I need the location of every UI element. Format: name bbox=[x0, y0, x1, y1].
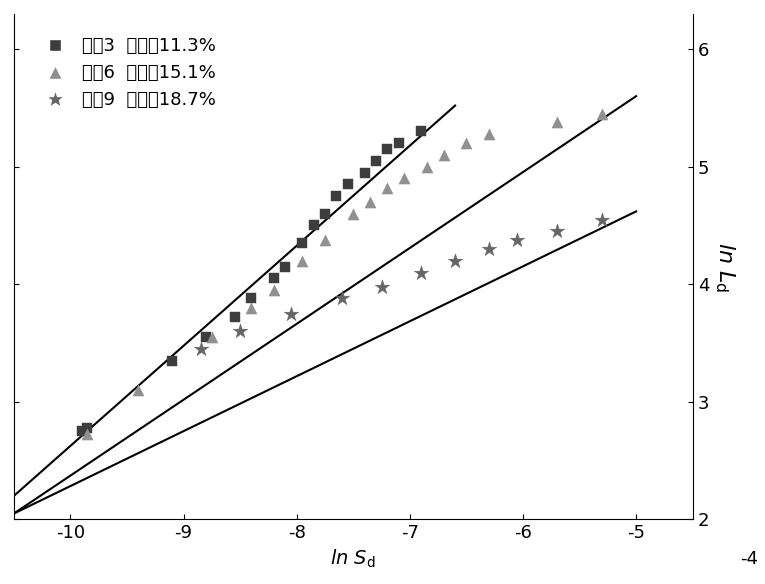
Point bbox=[551, 117, 563, 127]
Point bbox=[285, 309, 297, 318]
Point bbox=[461, 138, 473, 148]
Point bbox=[246, 294, 258, 303]
Point bbox=[246, 303, 258, 312]
Point bbox=[234, 326, 246, 336]
Point bbox=[483, 129, 495, 138]
Point bbox=[392, 138, 405, 148]
Point bbox=[132, 385, 145, 395]
Text: -4: -4 bbox=[741, 550, 758, 568]
Point bbox=[308, 221, 320, 230]
Point bbox=[381, 183, 393, 193]
Legend: 工况3  含水率11.3%, 工况6  含水率15.1%, 工况9  含水率18.7%: 工况3 含水率11.3%, 工况6 含水率15.1%, 工况9 含水率18.7% bbox=[23, 23, 231, 124]
Point bbox=[347, 209, 360, 218]
Point bbox=[194, 344, 207, 353]
Point bbox=[268, 286, 280, 295]
Point bbox=[319, 235, 331, 244]
X-axis label: ln $S_{\mathrm{d}}$: ln $S_{\mathrm{d}}$ bbox=[330, 548, 376, 570]
Point bbox=[166, 356, 178, 366]
Point bbox=[415, 127, 428, 136]
Point bbox=[596, 215, 608, 224]
Point bbox=[364, 197, 376, 207]
Point bbox=[336, 294, 348, 303]
Point bbox=[319, 209, 331, 218]
Point bbox=[200, 332, 213, 342]
Y-axis label: ln $L_{\mathrm{d}}$: ln $L_{\mathrm{d}}$ bbox=[713, 242, 737, 292]
Point bbox=[296, 238, 308, 248]
Point bbox=[229, 312, 241, 322]
Point bbox=[438, 150, 450, 159]
Point bbox=[415, 268, 428, 277]
Point bbox=[81, 423, 93, 432]
Point bbox=[268, 274, 280, 283]
Point bbox=[449, 256, 461, 266]
Point bbox=[511, 235, 523, 244]
Point bbox=[551, 227, 563, 236]
Point bbox=[421, 162, 433, 171]
Point bbox=[206, 332, 218, 342]
Point bbox=[381, 144, 393, 154]
Point bbox=[76, 426, 88, 436]
Point bbox=[376, 282, 388, 291]
Point bbox=[279, 262, 291, 272]
Point bbox=[296, 256, 308, 266]
Point bbox=[369, 156, 382, 165]
Point bbox=[596, 109, 608, 119]
Point bbox=[330, 192, 343, 201]
Point bbox=[398, 174, 410, 183]
Point bbox=[483, 244, 495, 253]
Point bbox=[341, 180, 353, 189]
Point bbox=[81, 429, 93, 438]
Point bbox=[359, 168, 371, 178]
